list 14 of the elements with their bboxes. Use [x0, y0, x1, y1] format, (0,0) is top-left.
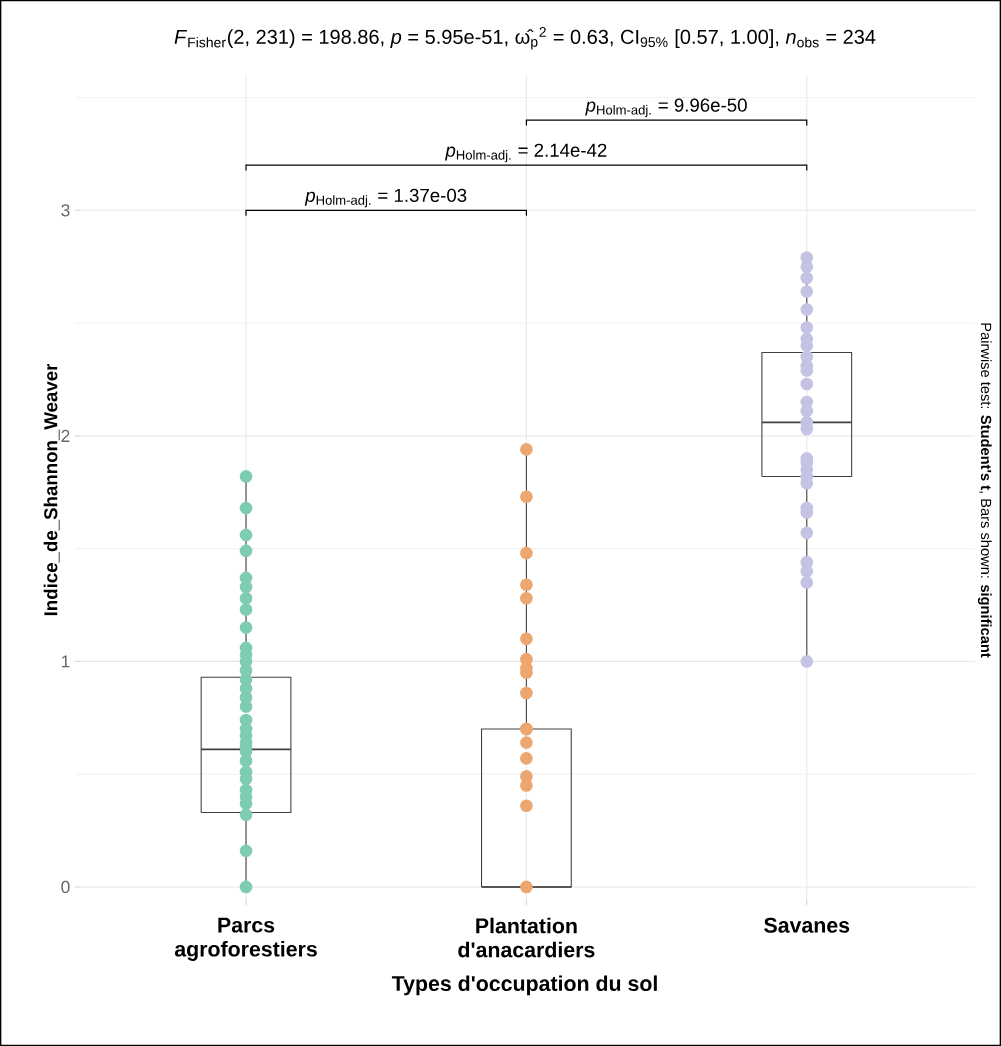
y-tick-label: 2	[61, 429, 70, 442]
x-tick-label: Plantation d'anacardiers	[458, 917, 595, 958]
annotation: p$_{Holm-adj.}$ = 9.96e-50	[585, 98, 747, 118]
x-tick-label: Parcs agroforestiers	[174, 917, 317, 961]
y-axis-title: Indice_de_Shannon_Weaver	[43, 363, 60, 616]
y-tick-label: 1	[61, 655, 70, 668]
chart-title: F$_{Fisher}$(2, 231) = 198.86, p = 5.95e-51, ω̂$_{p}$$^{2}$ = 0.63, CI$_{95%}$ [0.57, 1.00], n$_{obs}$ = 234	[174, 27, 876, 50]
x-tick-label: Savanes	[764, 917, 850, 933]
x-axis-title: Types d'occupation du sol	[391, 975, 657, 996]
annotation: p$_{Holm-adj.}$ = 1.37e-03	[304, 188, 467, 208]
annotation: p$_{Holm-adj.}$ = 2.14e-42	[444, 143, 607, 163]
text: Pairwise test: Student's t, Bars shown: significant	[977, 323, 992, 658]
y-tick-label: 0	[61, 880, 70, 894]
y-tick-label: 3	[61, 204, 70, 217]
